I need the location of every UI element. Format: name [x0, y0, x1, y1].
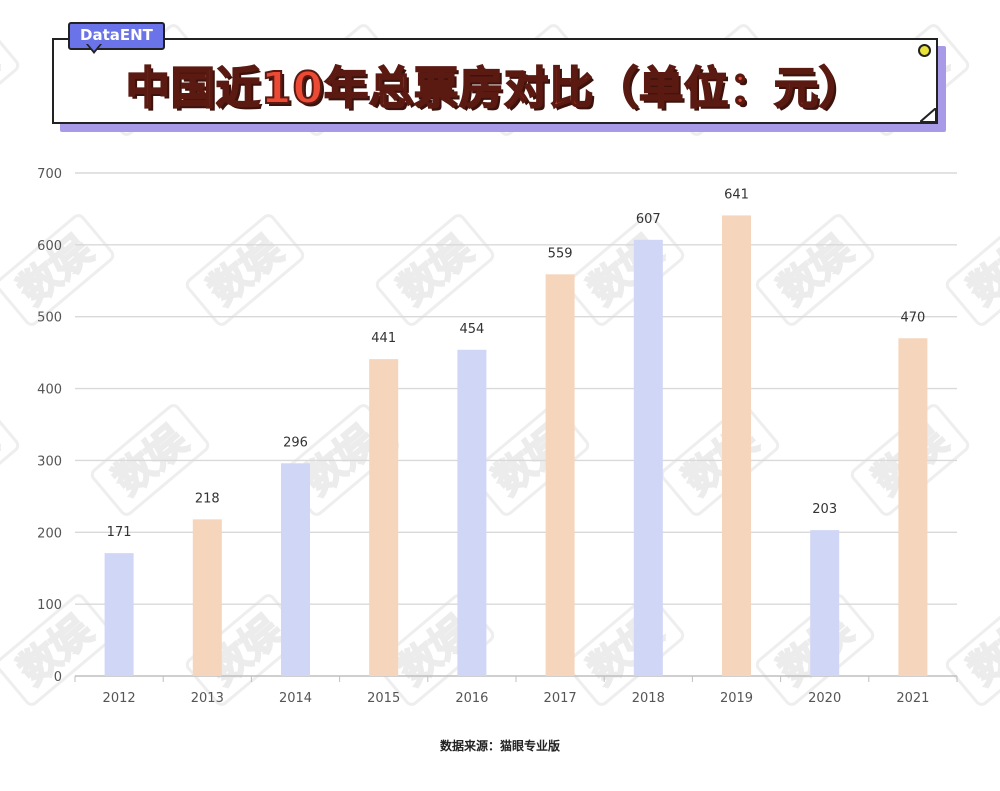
brand-badge: DataENT — [68, 22, 165, 50]
bar-2015 — [369, 359, 399, 676]
y-tick-label: 600 — [37, 239, 62, 254]
y-tick-label: 700 — [37, 167, 62, 182]
y-tick-label: 500 — [37, 311, 62, 326]
data-label: 171 — [107, 525, 132, 540]
data-label: 607 — [636, 212, 661, 227]
bar-2014 — [281, 463, 310, 676]
x-tick-label: 2018 — [632, 691, 665, 706]
bar-2013 — [192, 519, 222, 676]
source-note: 数据来源：猫眼专业版 — [439, 739, 560, 753]
bar-2016 — [457, 349, 487, 676]
x-tick-label: 2012 — [103, 691, 136, 706]
bar-2018 — [633, 239, 663, 676]
y-tick-label: 200 — [37, 526, 62, 541]
y-tick-label: 100 — [37, 598, 62, 613]
data-label: 441 — [371, 331, 396, 346]
page-title: 中国近10年总票房对比（单位：元） — [125, 62, 865, 115]
corner-fold-icon — [920, 108, 936, 122]
bar-2017 — [545, 274, 575, 676]
y-tick-label: 300 — [37, 454, 62, 469]
bar-2019 — [722, 215, 751, 676]
data-label: 559 — [548, 246, 573, 261]
data-label: 641 — [724, 187, 749, 202]
data-label: 218 — [195, 491, 220, 506]
x-tick-label: 2016 — [455, 691, 488, 706]
watermark-mark: 数娱 — [0, 24, 20, 136]
x-tick-label: 2021 — [896, 691, 929, 706]
x-tick-label: 2015 — [367, 691, 400, 706]
bar-chart: 0 100 200 300 400 500 600 700 171 2012 218 2013 296 2… — [37, 167, 958, 706]
y-tick-label: 0 — [54, 670, 62, 685]
bar-2020 — [810, 530, 840, 676]
title-banner: 中国近10年总票房对比（单位：元） — [52, 38, 938, 124]
data-label: 203 — [812, 502, 837, 517]
x-tick-label: 2014 — [279, 691, 312, 706]
data-label: 470 — [900, 310, 925, 325]
data-label: 454 — [459, 322, 484, 337]
y-tick-label: 400 — [37, 383, 62, 398]
dot-icon — [918, 44, 931, 57]
x-tick-label: 2017 — [544, 691, 577, 706]
svg-text:数娱: 数娱 — [0, 37, 6, 124]
x-tick-label: 2013 — [191, 691, 224, 706]
data-label: 296 — [283, 435, 308, 450]
bar-2012 — [104, 553, 134, 676]
bar-2021 — [898, 338, 928, 676]
x-tick-label: 2020 — [808, 691, 841, 706]
badge-tail-inner-icon — [88, 44, 100, 51]
x-tick-label: 2019 — [720, 691, 753, 706]
